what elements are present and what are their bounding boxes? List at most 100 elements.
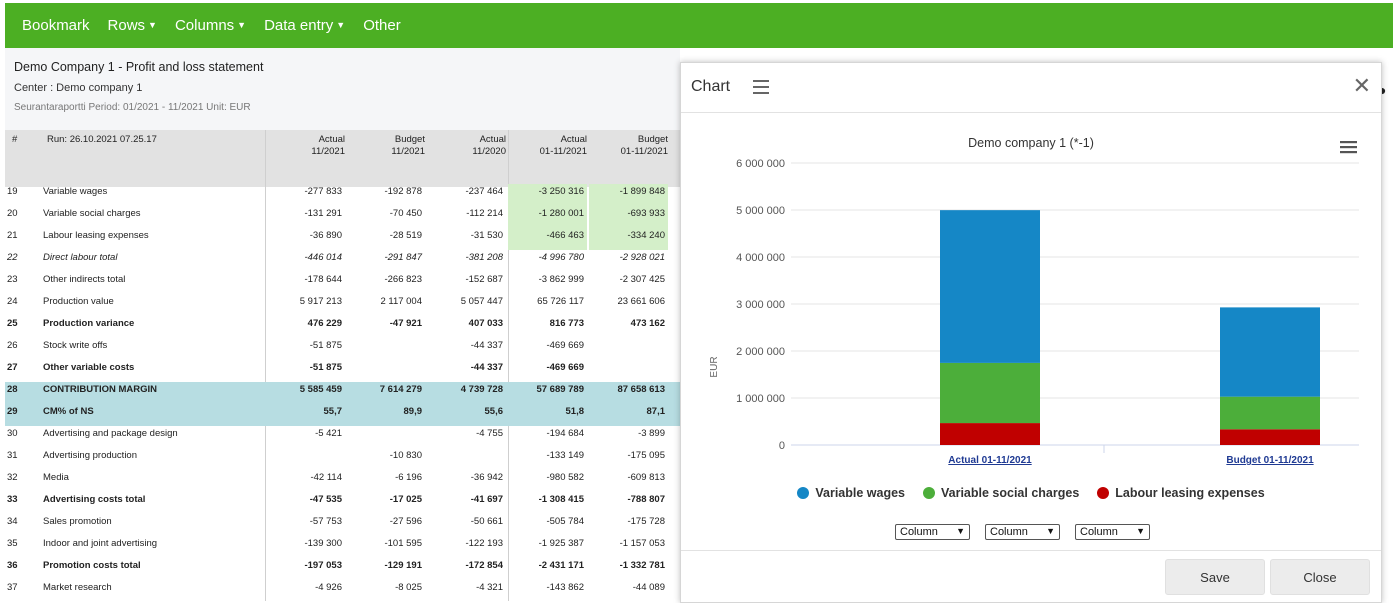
table-row[interactable]: 27 Other variable costs -51 875 -44 337 -469…: [5, 360, 680, 382]
table-cell[interactable]: -505 784: [546, 516, 584, 527]
table-cell[interactable]: 5 585 459: [299, 384, 342, 395]
table-row[interactable]: 37 Market research -4 926 -8 025 -4 321 -143 …: [5, 580, 680, 602]
table-cell[interactable]: -17 025: [389, 494, 422, 505]
bar-segment[interactable]: [1220, 396, 1320, 430]
table-row[interactable]: 30 Advertising and package design -5 421 -4…: [5, 426, 680, 448]
table-cell[interactable]: -788 807: [627, 494, 665, 505]
table-cell[interactable]: 2 117 004: [380, 296, 422, 307]
table-cell[interactable]: -41 697: [470, 494, 503, 505]
table-cell[interactable]: 816 773: [549, 318, 584, 329]
table-cell[interactable]: -139 300: [304, 538, 342, 549]
table-cell[interactable]: -57 753: [309, 516, 342, 527]
table-cell[interactable]: -194 684: [546, 428, 584, 439]
table-cell[interactable]: -51 875: [309, 340, 342, 351]
table-cell[interactable]: -2 431 171: [538, 560, 584, 571]
table-cell[interactable]: 23 661 606: [617, 296, 665, 307]
table-row[interactable]: 34 Sales promotion -57 753 -27 596 -50 661 -5…: [5, 514, 680, 536]
table-row[interactable]: 23 Other indirects total -178 644 -266 823 -…: [5, 272, 680, 294]
table-cell[interactable]: 4 739 728: [460, 384, 503, 395]
table-cell[interactable]: -101 595: [384, 538, 422, 549]
series-type-select-2[interactable]: Column ▼: [985, 524, 1060, 540]
table-cell[interactable]: [265, 448, 345, 466]
table-cell[interactable]: 65 726 117: [537, 296, 584, 307]
table-cell[interactable]: -131 291: [304, 208, 342, 219]
table-cell[interactable]: -44 337: [470, 362, 503, 373]
table-cell[interactable]: -8 025: [395, 582, 422, 593]
table-cell[interactable]: [347, 426, 425, 444]
table-cell[interactable]: -36 942: [470, 472, 503, 483]
table-row[interactable]: 35 Indoor and joint advertising -139 300 -1…: [5, 536, 680, 558]
table-cell[interactable]: -2 307 425: [619, 274, 665, 285]
close-button[interactable]: Close: [1270, 559, 1370, 595]
table-row[interactable]: 36 Promotion costs total -197 053 -129 191 -…: [5, 558, 680, 580]
table-cell[interactable]: 51,8: [565, 406, 585, 417]
nav-other[interactable]: Other: [363, 17, 401, 34]
table-cell[interactable]: -1 280 001: [508, 206, 587, 228]
table-cell[interactable]: 87 658 613: [617, 384, 665, 395]
table-cell[interactable]: -469 669: [546, 340, 584, 351]
nav-bookmark[interactable]: Bookmark: [22, 17, 90, 34]
nav-rows[interactable]: Rows ▼: [108, 17, 157, 34]
nav-columns[interactable]: Columns ▼: [175, 17, 246, 34]
table-cell[interactable]: -2 928 021: [619, 252, 665, 263]
col-header-budget-ytd[interactable]: Budget 01-11/2021: [589, 134, 668, 158]
table-cell[interactable]: 473 162: [630, 318, 665, 329]
table-cell[interactable]: -175 095: [627, 450, 665, 461]
table-cell[interactable]: [427, 448, 506, 466]
col-header-actual-month[interactable]: Actual 11/2021: [265, 134, 345, 158]
table-cell[interactable]: -143 862: [546, 582, 584, 593]
hamburger-menu-icon[interactable]: [753, 80, 769, 94]
table-cell[interactable]: -4 321: [476, 582, 503, 593]
table-cell[interactable]: -334 240: [589, 228, 668, 250]
table-row[interactable]: 32 Media -42 114 -6 196 -36 942 -980 582 -609 …: [5, 470, 680, 492]
chart-menu-icon[interactable]: [1340, 141, 1357, 154]
table-cell[interactable]: -446 014: [304, 252, 342, 263]
col-header-budget-month[interactable]: Budget 11/2021: [347, 134, 425, 158]
table-cell[interactable]: -10 830: [389, 450, 422, 461]
table-cell[interactable]: -3 250 316: [508, 184, 587, 206]
table-cell[interactable]: -47 921: [389, 318, 422, 329]
table-cell[interactable]: -28 519: [389, 230, 422, 241]
table-cell[interactable]: [347, 338, 425, 356]
series-type-select-1[interactable]: Column ▼: [895, 524, 970, 540]
bar-segment[interactable]: [1220, 429, 1320, 445]
table-cell[interactable]: -237 464: [465, 186, 503, 197]
table-cell[interactable]: -381 208: [465, 252, 503, 263]
table-cell[interactable]: 55,6: [484, 406, 504, 417]
table-cell[interactable]: -1 332 781: [619, 560, 665, 571]
table-cell[interactable]: -4 755: [476, 428, 503, 439]
legend-item[interactable]: Variable wages: [797, 484, 905, 502]
series-type-select-3[interactable]: Column ▼: [1075, 524, 1150, 540]
table-cell[interactable]: -31 530: [470, 230, 503, 241]
table-cell[interactable]: -3 862 999: [538, 274, 584, 285]
table-cell[interactable]: -51 875: [309, 362, 342, 373]
x-category-label[interactable]: Budget 01-11/2021: [1226, 455, 1314, 466]
table-cell[interactable]: 5 917 213: [299, 296, 342, 307]
bar-segment[interactable]: [940, 362, 1040, 424]
table-cell[interactable]: -172 854: [465, 560, 503, 571]
bar-segment[interactable]: [940, 423, 1040, 445]
table-row[interactable]: 31 Advertising production -10 830 -133 149 -…: [5, 448, 680, 470]
table-cell[interactable]: -277 833: [304, 186, 342, 197]
col-header-actual-prev[interactable]: Actual 11/2020: [427, 134, 506, 158]
table-cell[interactable]: -44 089: [632, 582, 665, 593]
table-cell[interactable]: -291 847: [384, 252, 422, 263]
table-cell[interactable]: 476 229: [307, 318, 342, 329]
table-cell[interactable]: 5 057 447: [460, 296, 503, 307]
table-cell[interactable]: -129 191: [384, 560, 422, 571]
table-cell[interactable]: 89,9: [403, 406, 423, 417]
table-cell[interactable]: -133 149: [546, 450, 584, 461]
table-cell[interactable]: -5 421: [315, 428, 342, 439]
table-cell[interactable]: 407 033: [468, 318, 503, 329]
table-cell[interactable]: [347, 360, 425, 378]
table-cell[interactable]: -1 157 053: [619, 538, 665, 549]
table-row[interactable]: 22 Direct labour total -446 014 -291 847 -38…: [5, 250, 680, 272]
legend-item[interactable]: Variable social charges: [923, 484, 1079, 502]
table-cell[interactable]: -1 899 848: [589, 184, 668, 206]
close-icon[interactable]: ✕: [1352, 73, 1371, 98]
table-cell[interactable]: -122 193: [465, 538, 503, 549]
table-cell[interactable]: -609 813: [627, 472, 665, 483]
save-button[interactable]: Save: [1165, 559, 1265, 595]
table-cell[interactable]: -1 925 387: [538, 538, 584, 549]
table-cell[interactable]: -4 996 780: [538, 252, 584, 263]
